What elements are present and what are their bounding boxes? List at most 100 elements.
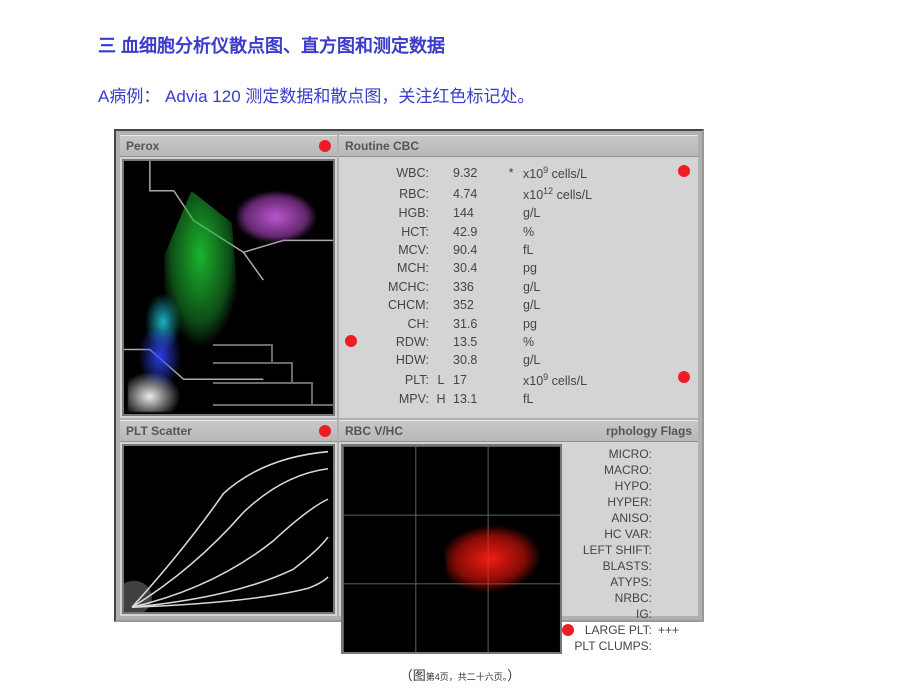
- cbc-value: 4.74: [451, 184, 501, 205]
- rbc-title-text: RBC V/HC: [345, 424, 403, 438]
- morph-value: [658, 447, 690, 461]
- perox-stair-gate: [213, 294, 333, 414]
- morph-label: MACRO:: [572, 463, 658, 477]
- perox-title-text: Perox: [126, 139, 159, 153]
- cbc-label: PLT:: [347, 369, 431, 390]
- cbc-unit: x109 cells/L: [521, 369, 690, 390]
- cbc-flag: H: [431, 390, 451, 408]
- cbc-value: 30.8: [451, 351, 501, 369]
- cbc-label: HCT:: [347, 222, 431, 240]
- cbc-flag: [431, 351, 451, 369]
- morph-label: LEFT SHIFT:: [572, 543, 658, 557]
- morph-row: PLT CLUMPS:: [570, 638, 692, 654]
- morph-row: HYPER:: [570, 494, 692, 510]
- plt-scatter: [122, 444, 335, 614]
- morph-label: IG:: [572, 607, 658, 621]
- cbc-star: [501, 390, 521, 408]
- morph-label: MICRO:: [572, 447, 658, 461]
- cbc-value: 352: [451, 296, 501, 314]
- morph-row: LEFT SHIFT:: [570, 542, 692, 558]
- cbc-value: 30.4: [451, 259, 501, 277]
- morph-title-text: rphology Flags: [606, 424, 692, 438]
- cbc-star: [501, 184, 521, 205]
- cbc-star: [501, 351, 521, 369]
- morph-value: [658, 591, 690, 605]
- morph-label: PLT CLUMPS:: [572, 639, 658, 653]
- morph-value: [658, 607, 690, 621]
- cbc-flag: [431, 314, 451, 332]
- morph-label: ANISO:: [572, 511, 658, 525]
- cbc-value: 144: [451, 204, 501, 222]
- cbc-table-container: WBC:9.32*x109 cells/LRBC:4.74x1012 cells…: [339, 157, 698, 418]
- cbc-label: CHCM:: [347, 296, 431, 314]
- morph-label: HC VAR:: [572, 527, 658, 541]
- cbc-flag: [431, 259, 451, 277]
- cbc-label: HGB:: [347, 204, 431, 222]
- case-subheading: A病例： Advia 120 测定数据和散点图，关注红色标记处。: [98, 82, 850, 107]
- cbc-value: 13.1: [451, 390, 501, 408]
- perox-title: Perox: [120, 135, 337, 157]
- perox-cluster-white: [128, 360, 200, 412]
- cbc-marker-icon: [345, 335, 357, 347]
- cbc-cell: Routine CBC WBC:9.32*x109 cells/LRBC:4.7…: [339, 135, 698, 418]
- cbc-unit: g/L: [521, 296, 690, 314]
- cbc-label: WBC:: [347, 163, 431, 184]
- cbc-star: [501, 204, 521, 222]
- cbc-unit: x109 cells/L: [521, 163, 690, 184]
- section-heading: 三 血细胞分析仪散点图、直方图和测定数据: [98, 32, 850, 58]
- cbc-star: [501, 296, 521, 314]
- morph-row: BLASTS:: [570, 558, 692, 574]
- cbc-unit: fL: [521, 241, 690, 259]
- morph-value: [658, 479, 690, 493]
- morph-value: [658, 527, 690, 541]
- cbc-row: MPV:H13.1 fL: [347, 390, 690, 408]
- morph-label: BLASTS:: [572, 559, 658, 573]
- cbc-row: CHCM: 352 g/L: [347, 296, 690, 314]
- morph-label: LARGE PLT:: [572, 623, 658, 637]
- cbc-flag: [431, 278, 451, 296]
- morph-value: [658, 543, 690, 557]
- morph-row: HYPO:: [570, 478, 692, 494]
- cbc-table: WBC:9.32*x109 cells/LRBC:4.74x1012 cells…: [347, 163, 690, 408]
- morph-row: MICRO:: [570, 446, 692, 462]
- cbc-marker-icon: [678, 371, 690, 383]
- rbc-cluster-red: [443, 521, 547, 601]
- morph-value: +++: [658, 623, 690, 637]
- cbc-unit: fL: [521, 390, 690, 408]
- morph-value: [658, 511, 690, 525]
- plt-title: PLT Scatter: [120, 420, 337, 442]
- rbc-scatter: [341, 444, 562, 654]
- morph-title: rphology Flags: [564, 420, 698, 442]
- perox-scatter: [122, 159, 335, 416]
- cbc-row: MCV:90.4fL: [347, 241, 690, 259]
- cbc-label: MPV:: [347, 390, 431, 408]
- perox-cell: Perox: [120, 135, 337, 418]
- cbc-star: [501, 369, 521, 390]
- morph-value: [658, 559, 690, 573]
- figure-caption: （图第4页，共二十六页。）: [0, 665, 920, 684]
- cbc-star: [501, 314, 521, 332]
- morph-row: ANISO:: [570, 510, 692, 526]
- cbc-unit: %: [521, 222, 690, 240]
- morph-label: NRBC:: [572, 591, 658, 605]
- cbc-flag: [431, 222, 451, 240]
- cbc-star: [501, 259, 521, 277]
- morph-label: ATYPS:: [572, 575, 658, 589]
- morph-row: NRBC:: [570, 590, 692, 606]
- cbc-row: HGB:144g/L: [347, 204, 690, 222]
- cbc-marker-icon: [678, 165, 690, 177]
- pager-text: 第4页，共二十六页。: [426, 672, 508, 682]
- cbc-flag: [431, 184, 451, 205]
- cbc-star: *: [501, 163, 521, 184]
- cbc-unit: x1012 cells/L: [521, 184, 690, 205]
- cbc-flag: [431, 163, 451, 184]
- morph-row: ATYPS:: [570, 574, 692, 590]
- cbc-flag: [431, 333, 451, 351]
- cbc-star: [501, 241, 521, 259]
- morph-value: [658, 495, 690, 509]
- cbc-value: 31.6: [451, 314, 501, 332]
- cbc-label: MCH:: [347, 259, 431, 277]
- cbc-value: 90.4: [451, 241, 501, 259]
- cbc-value: 17: [451, 369, 501, 390]
- cbc-star: [501, 222, 521, 240]
